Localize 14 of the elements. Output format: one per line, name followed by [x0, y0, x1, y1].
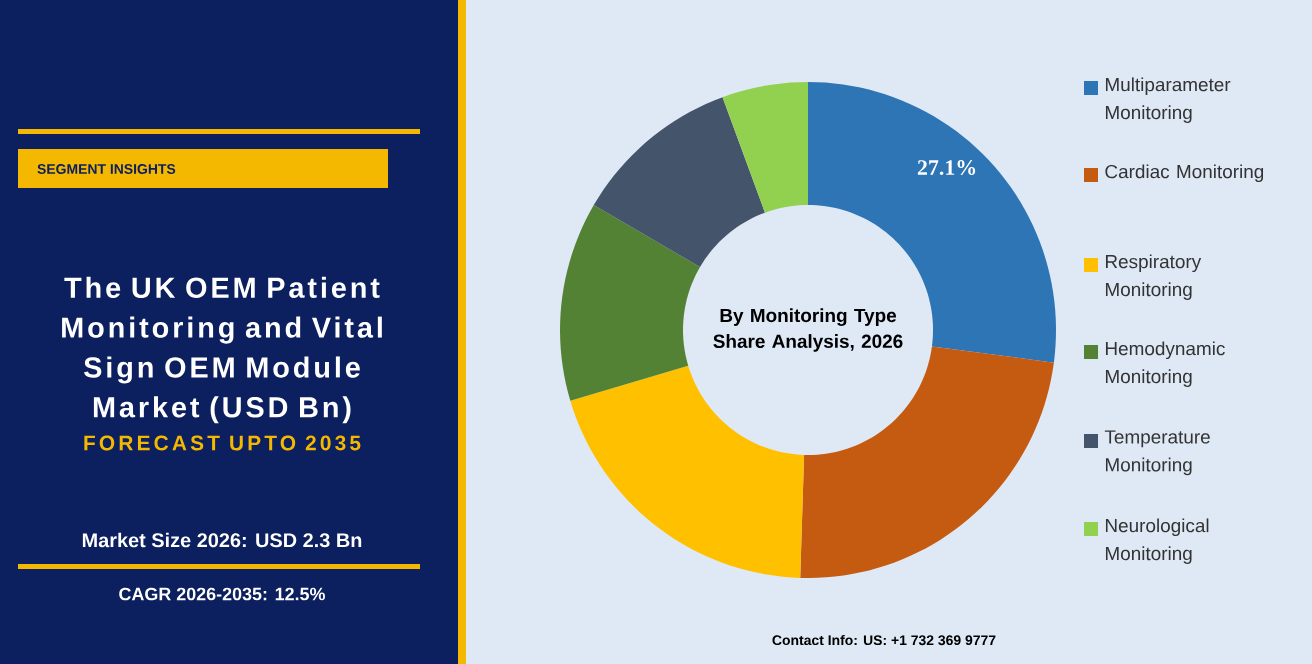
legend-label: Cardiac Monitoring	[1105, 164, 1264, 183]
legend-label: Respiratory Monitoring	[1105, 254, 1202, 300]
legend-label: Neurological Monitoring	[1105, 518, 1209, 564]
text: FORECAST UPTO 2035	[84, 435, 361, 451]
legend-label: Temperature Monitoring	[1104, 430, 1210, 476]
text: By Monitoring Type Share Analysis, 2026	[713, 308, 903, 352]
text: The UK OEM Patient Monitoring and Vital Sign OEM Module Market (USD Bn)	[62, 276, 382, 424]
text: Market Size 2026: USD 2.3 Bn	[82, 532, 362, 548]
data-label: 27.1%	[917, 160, 976, 175]
text: SEGMENT INSIGHTS	[37, 164, 176, 174]
legend-label: Multiparameter Monitoring	[1105, 77, 1231, 123]
text: Contact Info: US: +1 732 369 9777	[772, 634, 996, 646]
legend-label: Hemodynamic Monitoring	[1105, 341, 1225, 387]
text: CAGR 2026-2035: 12.5%	[119, 587, 325, 601]
